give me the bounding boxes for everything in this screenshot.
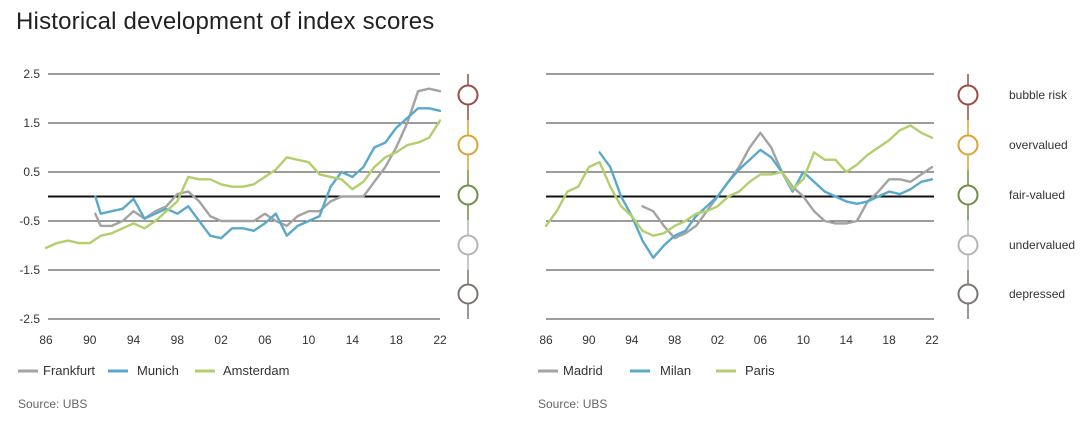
level-marker-fair-valued [457,184,479,206]
left-chart: 2.5 1.5 0.5 -0.5 -1.5 -2.5 86 90 94 98 02 06 10 14 18 2… [19,67,447,347]
x-tick-label: 86 [539,333,553,347]
series-line-milan [598,148,934,259]
x-tick-label: 10 [797,333,811,347]
x-tick-label: 98 [668,333,682,347]
level-marker-fair-valued [957,184,979,206]
x-tick-label: 90 [582,333,596,347]
source-note-right: Source: UBS [538,397,607,411]
x-tick-label: 06 [754,333,768,347]
series-line-amsterdam [44,119,442,250]
y-tick-label: -2.5 [19,312,40,326]
level-marker-overvalued [957,134,979,156]
x-tick-label: 14 [346,333,360,347]
level-label: bubble risk [1009,88,1068,102]
y-tick-label: -1.5 [19,263,40,277]
y-tick-label: -0.5 [19,214,40,228]
legend-label: Frankfurt [43,363,95,378]
legend-label: Milan [660,363,691,378]
series-legend: Frankfurt Munich Amsterdam Madrid Milan Paris [18,363,775,378]
page-title: Historical development of index scores [16,8,435,35]
x-tick-label: 90 [83,333,97,347]
series-line-frankfurt [94,87,442,228]
level-label: overvalued [1009,138,1068,152]
level-marker-undervalued [957,234,979,256]
level-marker-bubble-risk [457,84,479,106]
x-tick-label: 22 [433,333,447,347]
legend-label: Paris [745,363,775,378]
legend-label: Amsterdam [223,363,289,378]
x-tick-label: 22 [925,333,939,347]
x-tick-label: 94 [625,333,639,347]
right-chart: 86 90 94 98 02 06 10 14 18 22 [539,73,939,347]
level-marker-depressed [457,283,479,305]
x-tick-label: 14 [840,333,854,347]
x-tick-label: 18 [882,333,896,347]
level-label: fair-valued [1009,188,1065,202]
legend-label: Madrid [563,363,603,378]
series-line-madrid [641,131,934,240]
valuation-level-legend: bubble risk overvalued fair-valued underval… [457,74,1075,319]
level-marker-overvalued [457,134,479,156]
x-tick-label: 06 [258,333,272,347]
y-tick-label: 1.5 [23,116,40,130]
level-marker-bubble-risk [957,84,979,106]
legend-label: Munich [137,363,179,378]
x-tick-label: 98 [171,333,185,347]
x-tick-label: 02 [711,333,725,347]
x-tick-label: 10 [302,333,316,347]
series-line-munich [94,107,442,240]
level-marker-depressed [957,283,979,305]
series-line-paris [544,124,934,237]
y-tick-label: 2.5 [23,67,40,81]
source-note-left: Source: UBS [18,397,87,411]
y-tick-label: 0.5 [23,165,40,179]
x-tick-label: 18 [390,333,404,347]
x-tick-label: 94 [127,333,141,347]
level-label: undervalued [1009,238,1075,252]
x-tick-label: 02 [214,333,228,347]
level-label: depressed [1009,287,1065,301]
x-tick-label: 86 [39,333,53,347]
level-marker-undervalued [457,234,479,256]
